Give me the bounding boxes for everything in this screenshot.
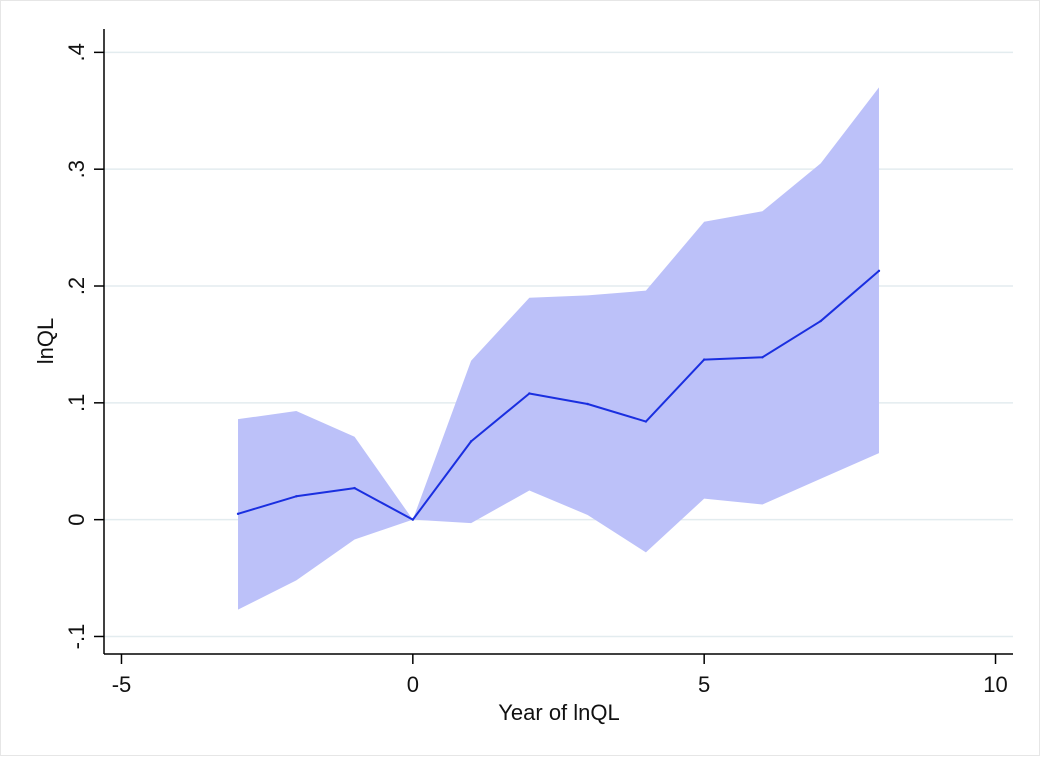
y-tick-label-5: .4 — [64, 43, 89, 61]
estimate-point-1 — [295, 495, 298, 498]
estimate-point-6 — [586, 402, 589, 406]
axes: -5 0 5 10 -.1 0 .1 .2 .3 .4 — [64, 29, 1013, 697]
estimate-point-5 — [528, 392, 531, 395]
estimate-line-layer — [236, 269, 881, 521]
confidence-band-layer — [238, 87, 879, 610]
x-tick-label-2: 5 — [698, 672, 710, 697]
estimate-point-2 — [353, 486, 356, 490]
estimate-point-8 — [702, 358, 706, 361]
x-axis-title: Year of lnQL — [498, 700, 620, 725]
y-tick-label-4: .3 — [64, 160, 89, 178]
y-tick-label-2: .1 — [64, 394, 89, 412]
confidence-band — [238, 87, 879, 610]
y-tick-label-0: -.1 — [64, 624, 89, 650]
y-tick-label-1: 0 — [64, 514, 89, 526]
estimate-point-0 — [236, 512, 240, 516]
x-tick-label-1: 0 — [407, 672, 419, 697]
x-tick-label-0: -5 — [112, 672, 132, 697]
y-tick-label-3: .2 — [64, 277, 89, 295]
estimate-point-9 — [761, 356, 764, 359]
estimate-point-4 — [469, 440, 473, 443]
estimate-line — [237, 270, 880, 521]
estimate-point-11 — [877, 269, 881, 273]
estimate-point-10 — [819, 319, 822, 323]
y-axis-title: lnQL — [33, 318, 58, 364]
estimate-point-7 — [644, 420, 648, 423]
x-tick-label-3: 10 — [983, 672, 1007, 697]
estimate-point-3 — [411, 518, 415, 521]
